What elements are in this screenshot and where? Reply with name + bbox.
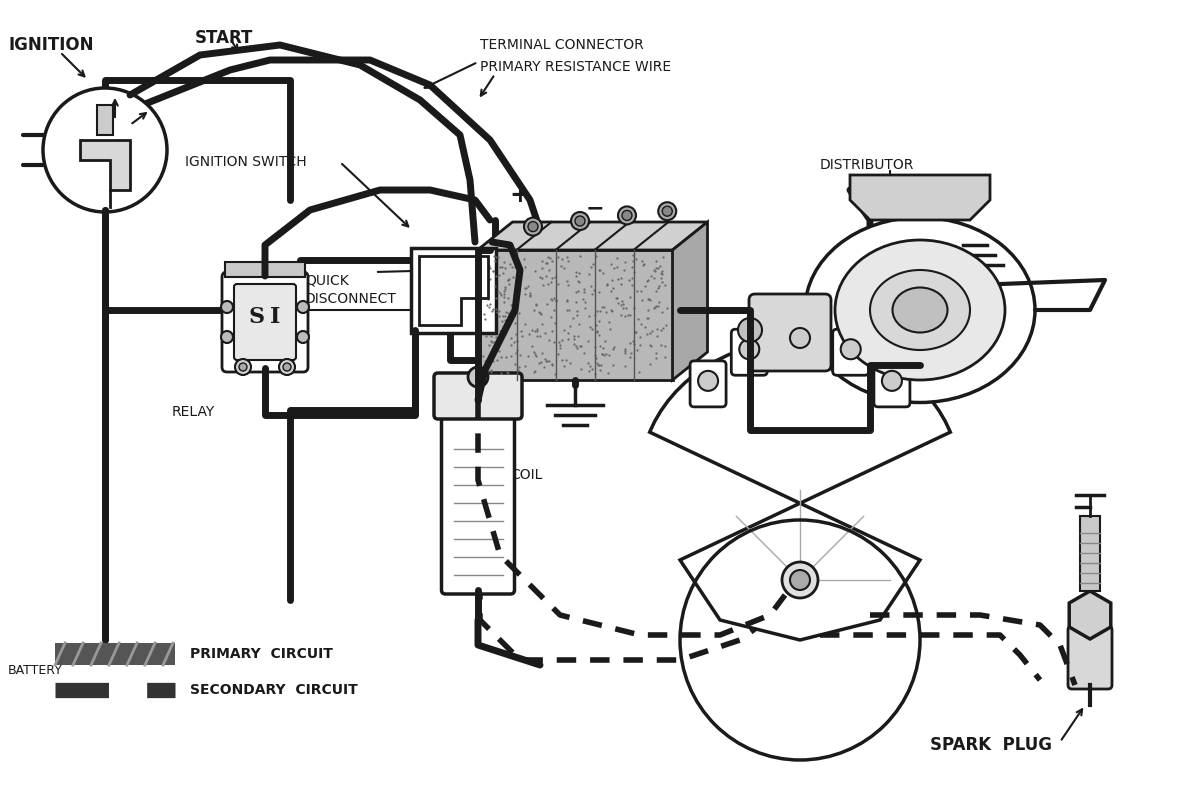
Text: SECONDARY  CIRCUIT: SECONDARY CIRCUIT	[190, 683, 358, 697]
Bar	[478, 250, 672, 380]
Circle shape	[278, 359, 295, 375]
Polygon shape	[1069, 591, 1111, 639]
Circle shape	[662, 206, 672, 216]
Bar	[1080, 516, 1100, 591]
FancyBboxPatch shape	[749, 294, 830, 371]
Circle shape	[283, 363, 292, 371]
Text: S: S	[248, 306, 265, 328]
Circle shape	[575, 216, 586, 226]
FancyBboxPatch shape	[234, 284, 296, 360]
Circle shape	[221, 301, 233, 313]
Circle shape	[790, 570, 810, 590]
Circle shape	[524, 218, 542, 235]
FancyBboxPatch shape	[1068, 626, 1112, 689]
FancyBboxPatch shape	[833, 330, 869, 375]
Text: −: −	[586, 198, 605, 218]
Ellipse shape	[870, 270, 970, 350]
Circle shape	[739, 339, 760, 359]
Text: COIL: COIL	[510, 468, 542, 482]
Circle shape	[782, 562, 818, 598]
Circle shape	[528, 222, 538, 232]
FancyBboxPatch shape	[442, 406, 515, 594]
Text: START: START	[194, 29, 253, 47]
Bar	[97, 105, 113, 135]
Circle shape	[235, 359, 251, 375]
Circle shape	[738, 318, 762, 342]
Text: IGNITION: IGNITION	[8, 36, 94, 54]
Polygon shape	[80, 140, 130, 190]
Circle shape	[571, 212, 589, 230]
Circle shape	[468, 367, 488, 387]
Circle shape	[239, 363, 247, 371]
Circle shape	[618, 206, 636, 225]
FancyBboxPatch shape	[222, 272, 308, 372]
FancyBboxPatch shape	[434, 373, 522, 419]
Text: DISTRIBUTOR: DISTRIBUTOR	[820, 158, 914, 172]
Ellipse shape	[805, 218, 1034, 402]
Circle shape	[841, 339, 860, 359]
Polygon shape	[478, 222, 708, 250]
Text: I: I	[270, 306, 280, 328]
Text: BATTERY: BATTERY	[8, 663, 62, 677]
Text: SPARK  PLUG: SPARK PLUG	[930, 736, 1052, 754]
Bar	[55, 643, 175, 665]
Circle shape	[298, 301, 310, 313]
Text: PRIMARY RESISTANCE WIRE: PRIMARY RESISTANCE WIRE	[480, 60, 671, 74]
Text: RELAY: RELAY	[172, 405, 215, 419]
Polygon shape	[672, 222, 708, 380]
Text: +: +	[510, 183, 530, 207]
Ellipse shape	[893, 287, 948, 333]
Polygon shape	[419, 255, 487, 325]
FancyBboxPatch shape	[782, 318, 818, 364]
Circle shape	[882, 371, 902, 391]
Text: PRIMARY  CIRCUIT: PRIMARY CIRCUIT	[190, 647, 332, 661]
FancyBboxPatch shape	[731, 330, 767, 375]
Ellipse shape	[835, 240, 1006, 380]
Circle shape	[298, 331, 310, 343]
Circle shape	[622, 210, 632, 220]
Bar	[410, 247, 496, 333]
Circle shape	[43, 88, 167, 212]
Circle shape	[659, 202, 677, 220]
Text: IGNITION SWITCH: IGNITION SWITCH	[185, 155, 307, 169]
FancyBboxPatch shape	[874, 361, 910, 407]
Circle shape	[790, 328, 810, 348]
Circle shape	[221, 331, 233, 343]
Polygon shape	[850, 175, 990, 220]
Polygon shape	[649, 340, 950, 640]
Text: QUICK
DISCONNECT: QUICK DISCONNECT	[305, 274, 397, 306]
Bar	[226, 262, 305, 277]
Circle shape	[698, 371, 718, 391]
Text: TERMINAL CONNECTOR: TERMINAL CONNECTOR	[480, 38, 643, 52]
Text: BATTERY: BATTERY	[221, 303, 282, 317]
FancyBboxPatch shape	[690, 361, 726, 407]
